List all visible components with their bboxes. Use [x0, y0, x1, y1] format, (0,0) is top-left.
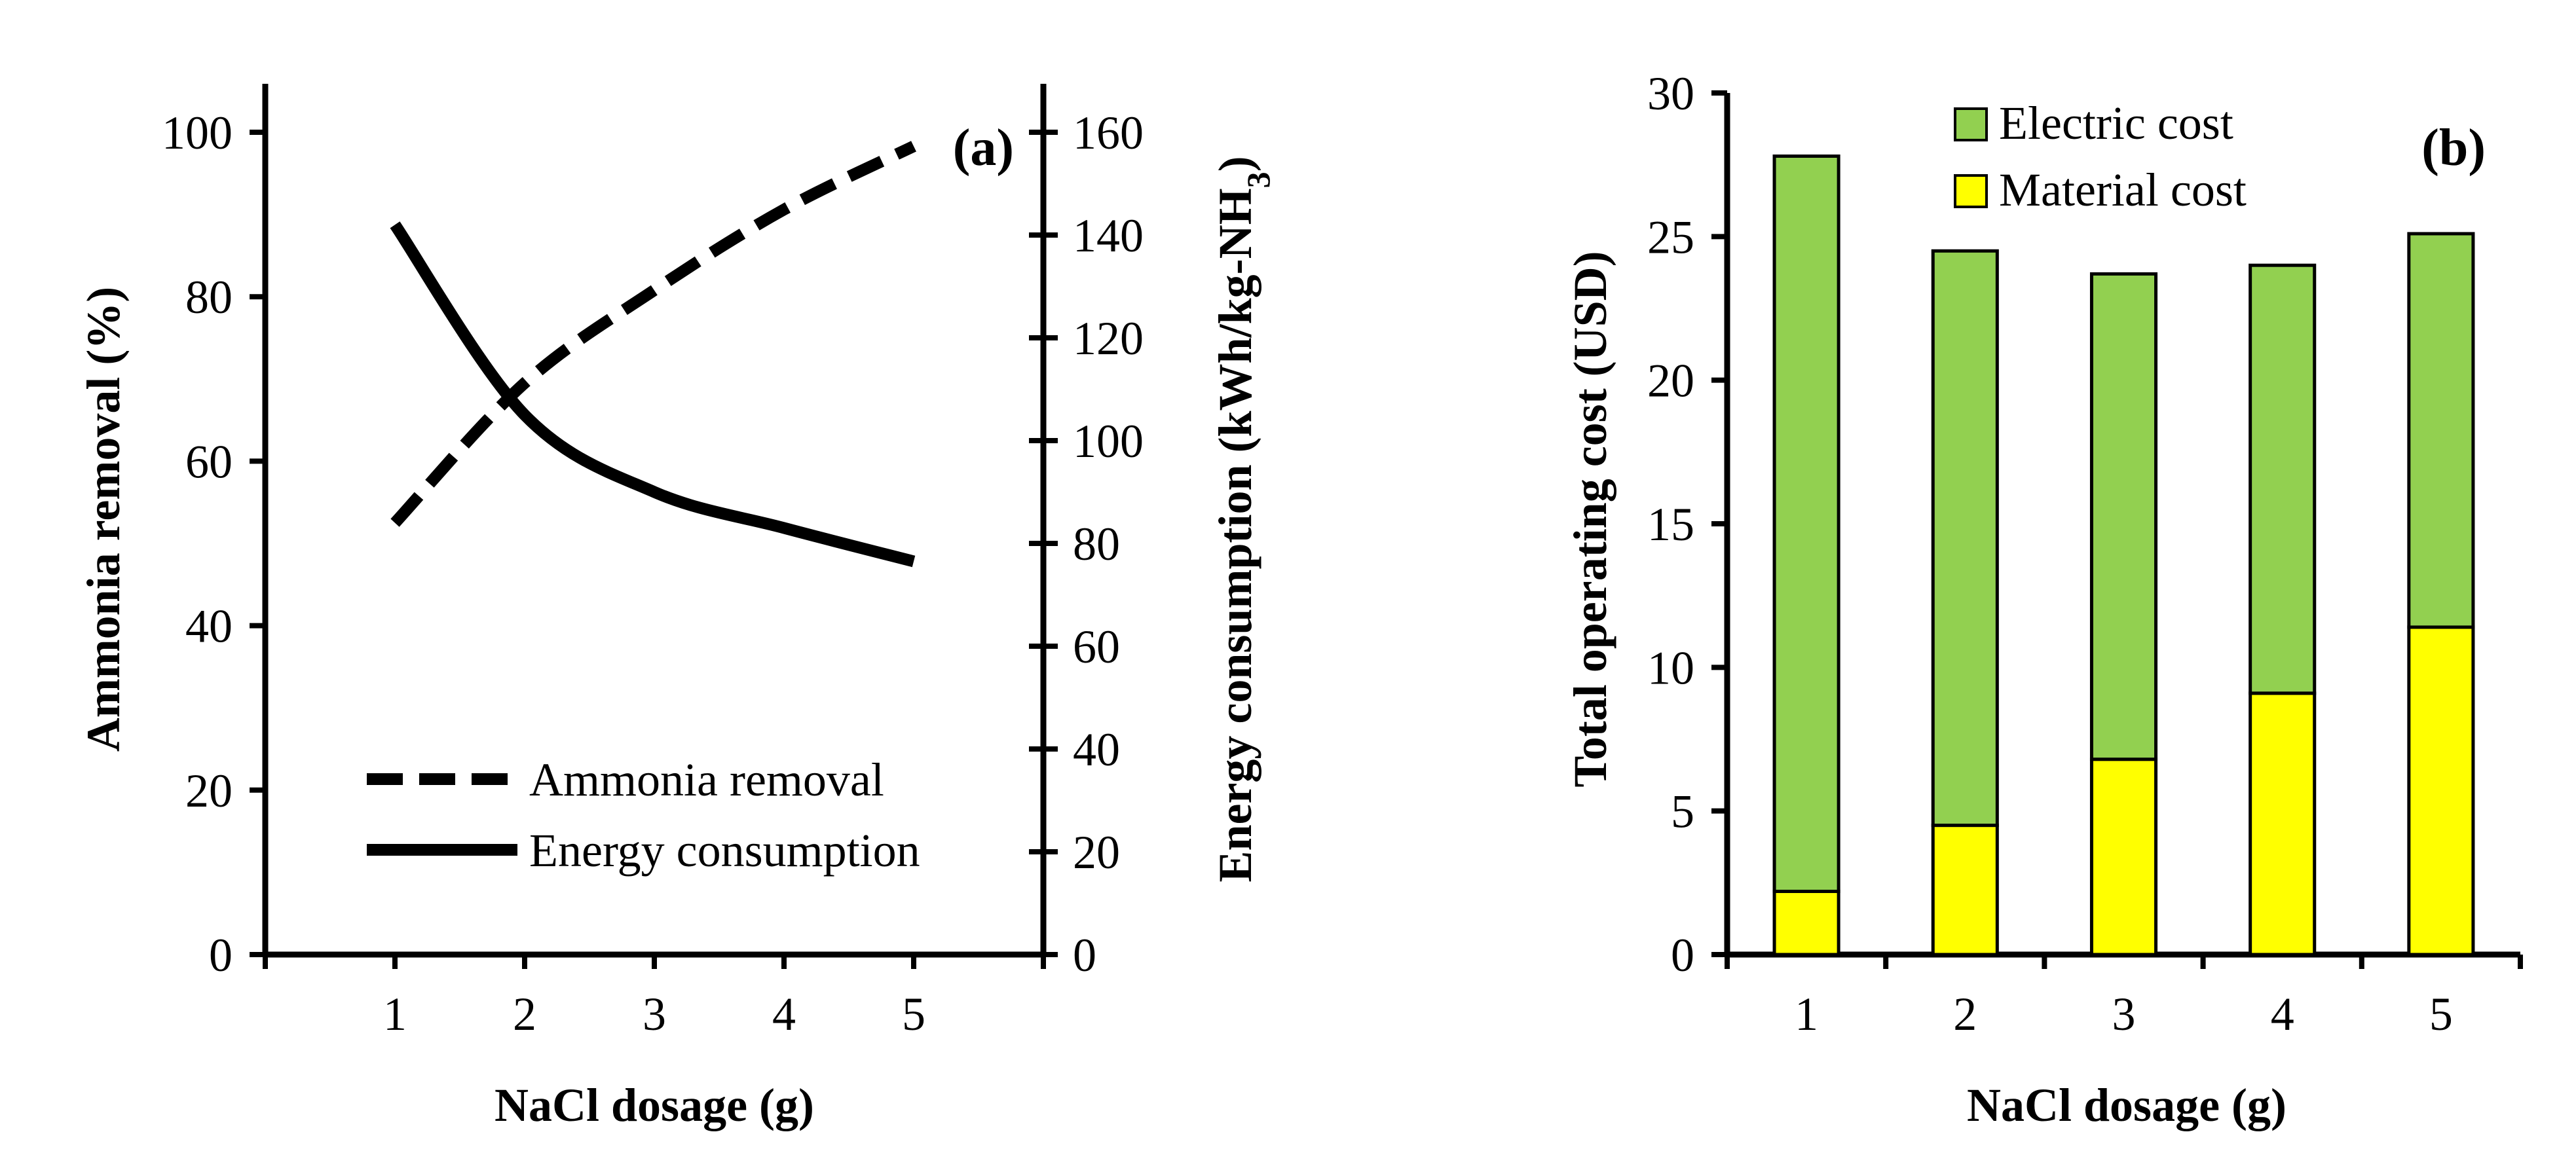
- legend-label-material-cost: Material cost: [1999, 164, 2247, 216]
- panel-a-x-tick-label: 4: [772, 988, 796, 1040]
- bar-electric-cost: [2089, 272, 2158, 761]
- panel-a-left-tick-label: 60: [185, 435, 233, 488]
- panel-a-left-tick-label: 100: [162, 107, 233, 159]
- panel-a-x-tick-label: 2: [513, 988, 536, 1040]
- panel-b-y-ticks: 0 5 10 15 20 25 30: [1647, 67, 1727, 981]
- panel-a-left-tick-label: 20: [185, 765, 233, 817]
- panel-a-x-axis-title: NaCl dosage (g): [495, 1079, 814, 1131]
- panel-b-x-ticks: 1 2 3 4 5: [1725, 955, 2523, 1040]
- panel-b-label: (b): [2421, 119, 2486, 177]
- panel-a-right-tick-label: 160: [1073, 107, 1144, 159]
- panel-b-x-axis-title: NaCl dosage (g): [1967, 1079, 2287, 1131]
- panel-b-x-tick-label: 2: [1953, 988, 1977, 1040]
- panel-b-y-tick-label: 25: [1647, 211, 1694, 263]
- panel-b-y-axis-title: Total operating cost (USD): [1564, 251, 1616, 787]
- panel-a-x-tick-label: 3: [643, 988, 666, 1040]
- panel-b-x-tick-label: 3: [2112, 988, 2136, 1040]
- bar-electric-cost: [1772, 155, 1840, 893]
- panel-a-right-tick-label: 80: [1073, 518, 1120, 570]
- panel-a-right-tick-label: 20: [1073, 826, 1120, 879]
- right-axis-title-close: ): [1209, 156, 1261, 172]
- panel-b-legend: Electric cost Material cost: [1954, 97, 2247, 216]
- panel-b-x-tick-label: 5: [2429, 988, 2453, 1040]
- panel-a-left-axis-title: Ammonia removal (%): [77, 287, 130, 752]
- panel-a-right-tick-label: 140: [1073, 210, 1144, 262]
- panel-b-y-tick-label: 0: [1671, 929, 1694, 981]
- panel-a-left-ticks: 0 20 40 60 80 100: [162, 107, 265, 981]
- panel-a-right-tick-label: 120: [1073, 312, 1144, 365]
- panel-a-right-axis-title: Energy consumption (kWh/kg-NH3): [1209, 156, 1277, 882]
- panel-a-line-chart: 0 20 40 60 80 100 0 20 40 60 80 100 120 140 160 1 2 3 4 5…: [77, 84, 1277, 1131]
- bar-material-cost: [2089, 757, 2158, 957]
- series-line-energy-consumption: [390, 221, 916, 568]
- bar-material-cost: [2407, 625, 2475, 957]
- panel-a-legend: Ammonia removal Energy consumption: [367, 754, 920, 877]
- panel-a-right-tick-label: 60: [1073, 621, 1120, 673]
- panel-a-series: [390, 141, 916, 568]
- panel-b-y-tick-label: 10: [1647, 642, 1694, 694]
- panel-b-y-tick-label: 5: [1671, 786, 1694, 838]
- legend-swatch-electric-cost: [1954, 107, 1988, 141]
- bar-material-cost: [1772, 889, 1840, 957]
- bar-electric-cost: [2407, 232, 2475, 629]
- panel-b-x-tick-label: 1: [1795, 988, 1818, 1040]
- panel-b-bars: [1772, 155, 2475, 957]
- panel-b-x-tick-label: 4: [2271, 988, 2294, 1040]
- panel-a-right-tick-label: 0: [1073, 929, 1096, 981]
- panel-a-left-tick-label: 0: [209, 929, 233, 981]
- panel-b-stacked-bar-chart: 0 5 10 15 20 25 30 1 2 3 4 5 (b) Electric cost Mat…: [1564, 67, 2523, 1131]
- legend-label-energy-consumption: Energy consumption: [529, 824, 920, 877]
- legend-label-electric-cost: Electric cost: [1999, 97, 2233, 149]
- panel-b-y-tick-label: 30: [1647, 67, 1694, 120]
- panel-a-label: (a): [953, 119, 1014, 177]
- panel-b-y-tick-label: 20: [1647, 355, 1694, 407]
- panel-a-x-tick-label: 1: [383, 988, 407, 1040]
- bar-material-cost: [1931, 824, 1999, 957]
- panel-b-y-tick-label: 15: [1647, 498, 1694, 551]
- panel-a-right-tick-label: 40: [1073, 723, 1120, 776]
- panel-a-x-ticks: 1 2 3 4 5: [263, 955, 1046, 1040]
- right-axis-title-subscript: 3: [1240, 172, 1277, 188]
- legend-label-ammonia-removal: Ammonia removal: [529, 754, 884, 806]
- bar-electric-cost: [2249, 263, 2317, 695]
- panel-a-left-tick-label: 40: [185, 600, 233, 653]
- panel-a-right-tick-label: 100: [1073, 415, 1144, 467]
- right-axis-title-main: Energy consumption (kWh/kg-NH: [1209, 188, 1261, 882]
- panel-a-right-ticks: 0 20 40 60 80 100 120 140 160: [1029, 107, 1144, 981]
- panel-a-x-tick-label: 5: [902, 988, 925, 1040]
- legend-swatch-material-cost: [1954, 174, 1988, 208]
- series-line-ammonia-removal: [390, 141, 916, 527]
- bar-electric-cost: [1931, 249, 1999, 828]
- panel-a-left-tick-label: 80: [185, 271, 233, 323]
- bar-material-cost: [2249, 691, 2317, 957]
